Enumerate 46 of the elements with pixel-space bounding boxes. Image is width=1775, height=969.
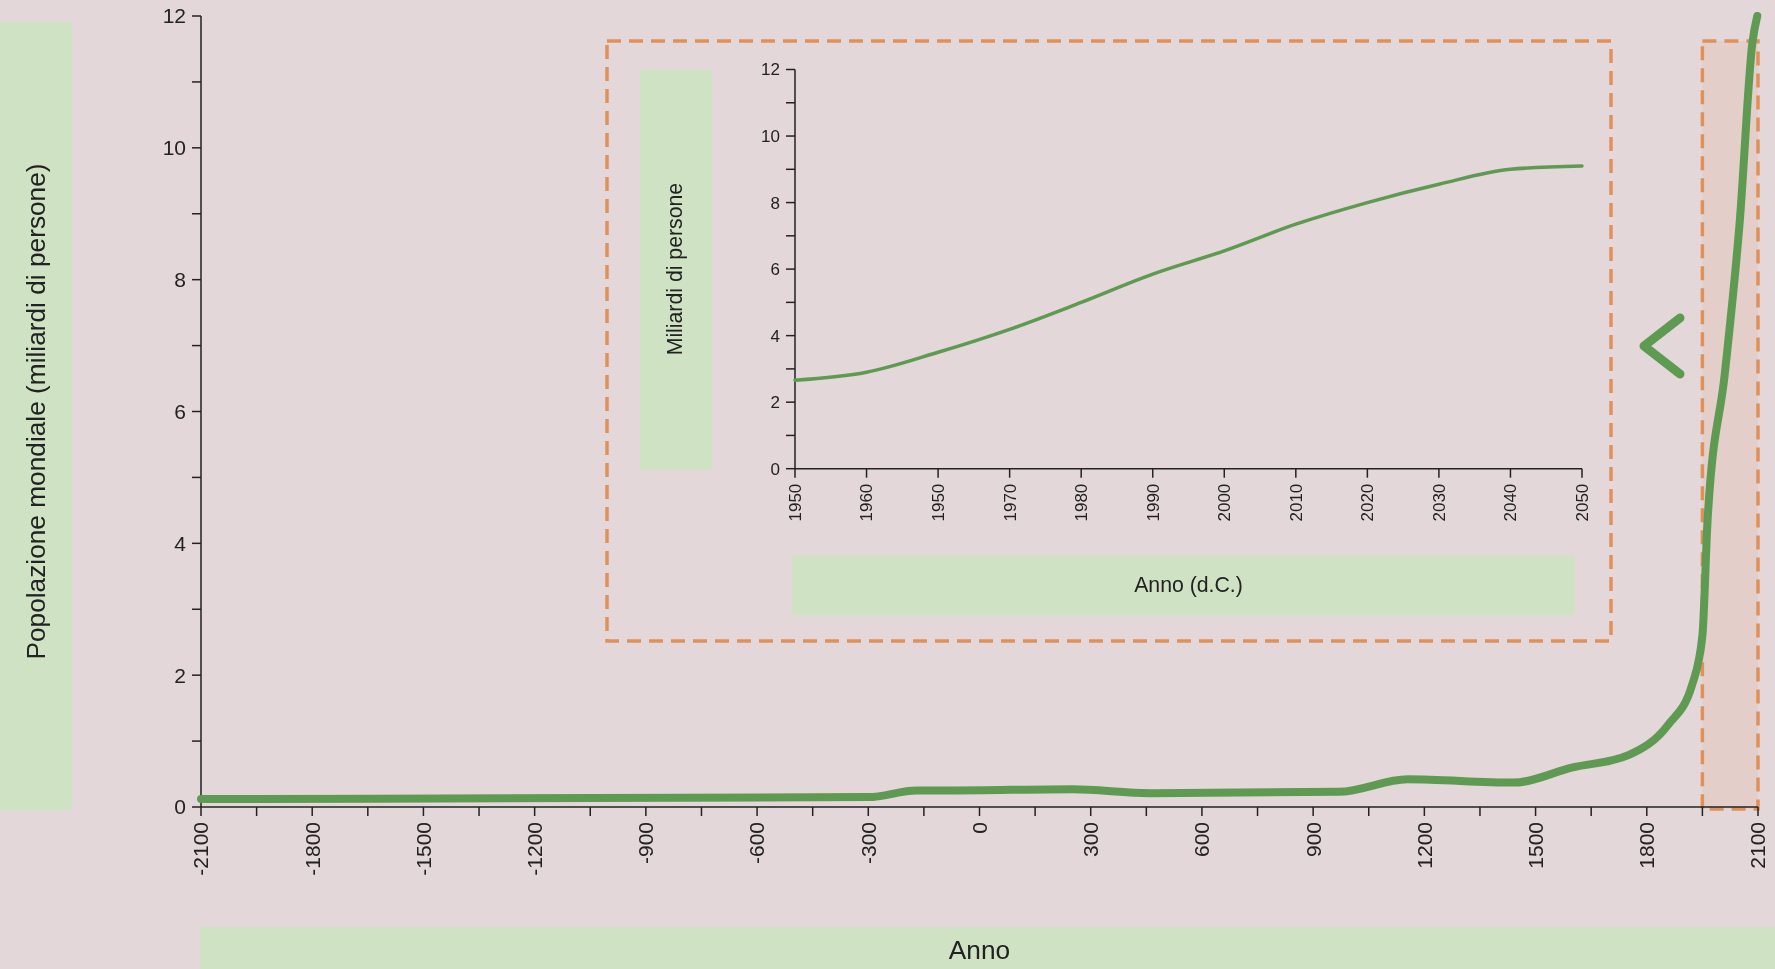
x-tick-label: 1980 [1072,483,1092,522]
x-tick-label: 2010 [1286,483,1306,522]
x-tick-label: 1200 [1412,822,1436,869]
y-tick-label: 6 [770,260,780,280]
x-tick-label: 1950 [929,483,949,522]
x-tick-label: 1950 [785,483,805,522]
y-axis-title: Miliardi di persone [663,182,688,356]
y-tick-label: 12 [162,4,186,28]
x-tick-label: -300 [856,822,880,865]
x-tick-label: 1960 [857,483,877,522]
x-tick-label: 1500 [1523,822,1547,869]
x-tick-label: -1500 [411,822,435,876]
y-tick-label: 2 [770,393,780,413]
x-tick-label: 1970 [1000,483,1020,522]
y-tick-label: 2 [174,663,186,687]
x-tick-label: 2030 [1429,483,1449,522]
x-tick-label: -600 [745,822,769,865]
x-tick-label: -2100 [189,822,213,876]
x-tick-label: 2040 [1501,483,1521,522]
x-tick-label: 600 [1190,822,1214,858]
x-axis-title: Anno [948,935,1011,966]
x-tick-label: -900 [634,822,658,865]
x-tick-label: -1800 [300,822,324,876]
y-tick-label: 10 [162,136,186,160]
y-tick-label: 4 [770,326,780,346]
y-tick-label: 4 [174,531,187,555]
x-tick-label: 300 [1079,822,1103,858]
y-tick-label: 0 [770,459,780,479]
x-tick-label: 900 [1301,822,1325,858]
x-axis-title: Anno (d.C.) [1134,573,1243,598]
x-tick-label: 1990 [1143,483,1163,522]
y-tick-label: 8 [174,268,186,292]
x-tick-label: 2100 [1746,822,1770,869]
y-tick-label: 6 [174,399,186,423]
x-tick-label: 2050 [1572,483,1592,522]
x-tick-label: 2020 [1358,483,1378,522]
line-series [793,164,1584,382]
y-tick-label: 12 [761,60,780,80]
x-tick-label: -1200 [522,822,546,876]
x-tick-label: 2000 [1215,483,1235,522]
x-tick-label: 0 [967,822,991,834]
y-axis-title: Popolazione mondiale (miliardi di persone) [21,163,52,660]
x-tick-label: 1800 [1635,822,1659,869]
y-tick-label: 10 [761,126,780,146]
y-tick-label: 8 [770,193,780,213]
y-tick-label: 0 [174,795,186,819]
